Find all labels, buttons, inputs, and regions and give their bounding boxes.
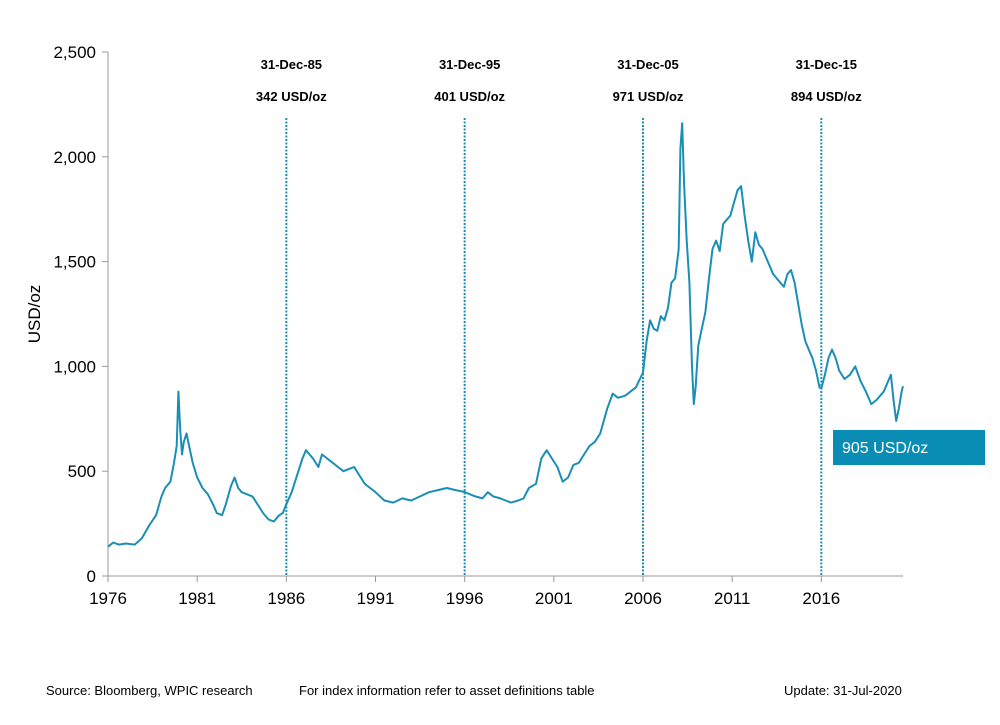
annotation-value: 401 USD/oz bbox=[434, 89, 505, 104]
x-tick-label: 2011 bbox=[714, 589, 751, 608]
annotation-value: 971 USD/oz bbox=[613, 89, 684, 104]
y-tick-label: 0 bbox=[87, 567, 96, 586]
x-tick-label: 2016 bbox=[802, 589, 840, 608]
x-ticks: 1976 1981 1986 1991 1996 2001 2006 2011 2016 bbox=[89, 576, 840, 608]
y-axis-label: USD/oz bbox=[25, 285, 44, 344]
x-tick-label: 1986 bbox=[267, 589, 305, 608]
annotation-date: 31-Dec-05 bbox=[617, 57, 678, 72]
price-series-line bbox=[107, 122, 904, 548]
x-tick-label: 2001 bbox=[535, 589, 573, 608]
y-ticks: 0 500 1,000 1,500 2,000 2,500 bbox=[53, 43, 108, 586]
annotation-date: 31-Dec-85 bbox=[261, 57, 322, 72]
source-note: Source: Bloomberg, WPIC research bbox=[46, 683, 253, 698]
x-tick-label: 1976 bbox=[89, 589, 127, 608]
annotation-date: 31-Dec-15 bbox=[796, 57, 857, 72]
y-tick-label: 1,500 bbox=[53, 253, 96, 272]
annotation-value: 342 USD/oz bbox=[256, 89, 327, 104]
y-tick-label: 500 bbox=[68, 462, 96, 481]
callout-text: 905 USD/oz bbox=[842, 440, 928, 457]
annotation-value: 894 USD/oz bbox=[791, 89, 862, 104]
y-tick-label: 2,000 bbox=[53, 148, 96, 167]
annotation-lines bbox=[285, 118, 823, 576]
axes bbox=[107, 52, 903, 577]
x-tick-label: 2006 bbox=[624, 589, 662, 608]
index-note: For index information refer to asset def… bbox=[299, 683, 595, 698]
y-tick-label: 2,500 bbox=[53, 43, 96, 62]
x-tick-label: 1991 bbox=[357, 589, 395, 608]
update-note: Update: 31-Jul-2020 bbox=[784, 683, 902, 698]
y-tick-label: 1,000 bbox=[53, 357, 96, 376]
callout-box bbox=[833, 430, 985, 465]
price-callout: 905 USD/oz bbox=[833, 430, 985, 465]
x-tick-label: 1981 bbox=[178, 589, 216, 608]
annotation-date: 31-Dec-95 bbox=[439, 57, 500, 72]
x-tick-label: 1996 bbox=[446, 589, 484, 608]
annotations: 31-Dec-85 342 USD/oz 31-Dec-95 401 USD/oz 31… bbox=[256, 57, 862, 104]
